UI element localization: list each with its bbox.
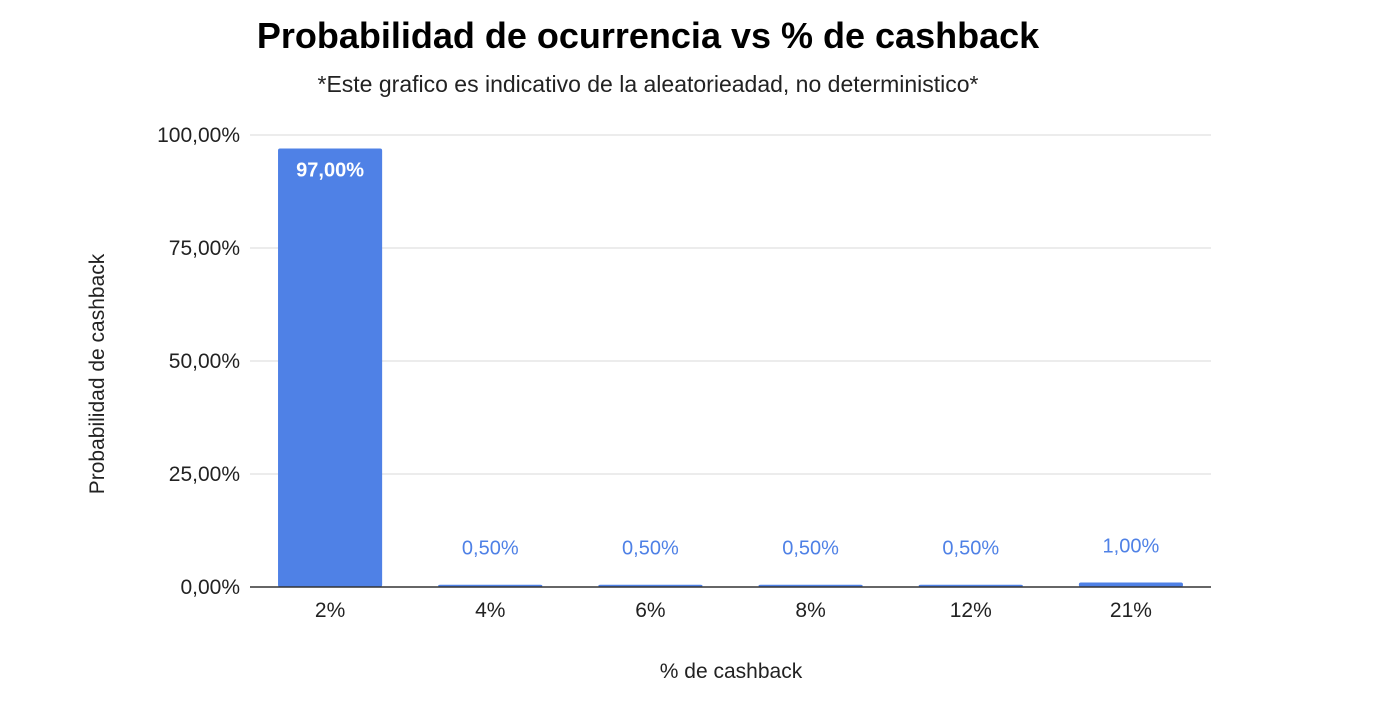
data-label: 0,50% <box>782 538 839 560</box>
gridlines <box>250 134 1211 475</box>
data-label: 0,50% <box>462 538 519 560</box>
y-tick-label: 50,00% <box>169 350 240 373</box>
chart-title: Probabilidad de ocurrencia vs % de cashb… <box>257 15 1040 56</box>
bar <box>278 148 383 587</box>
data-label: 0,50% <box>942 538 999 560</box>
bar-series <box>278 148 1183 587</box>
x-tick-label: 2% <box>315 599 345 622</box>
data-labels: 97,00% 0,50% 0,50% 0,50% 0,50% 1,00% <box>296 160 1159 560</box>
y-tick-label: 75,00% <box>169 237 240 260</box>
y-axis-title: Probabilidad de cashback <box>86 253 109 494</box>
y-tick-label: 100,00% <box>157 124 240 147</box>
x-tick-label: 12% <box>950 599 992 622</box>
x-tick-label: 6% <box>635 599 665 622</box>
x-axis-title: % de cashback <box>660 660 803 683</box>
data-label: 97,00% <box>296 160 364 182</box>
data-label: 1,00% <box>1103 535 1160 557</box>
chart-subtitle: *Este grafico es indicativo de la aleato… <box>318 71 979 97</box>
y-axis-ticks: 0,00% 25,00% 50,00% 75,00% 100,00% <box>157 124 240 599</box>
x-tick-label: 21% <box>1110 599 1152 622</box>
x-tick-label: 4% <box>475 599 505 622</box>
y-tick-label: 25,00% <box>169 463 240 486</box>
x-axis-ticks: 2% 4% 6% 8% 12% 21% <box>315 599 1152 622</box>
y-tick-label: 0,00% <box>180 576 240 599</box>
bar <box>1078 582 1183 587</box>
x-tick-label: 8% <box>795 599 825 622</box>
data-label: 0,50% <box>622 538 679 560</box>
